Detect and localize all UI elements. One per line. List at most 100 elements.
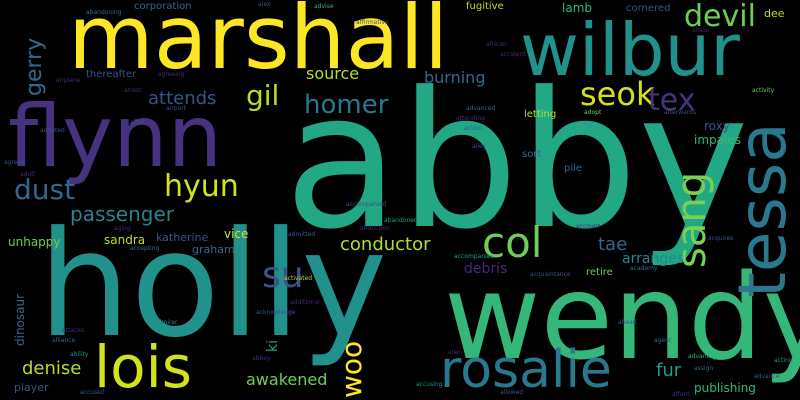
word-afterwards: afterwards	[664, 109, 697, 116]
word-account: account	[576, 223, 600, 230]
word-dee: dee	[764, 7, 785, 20]
word-retire: retire	[586, 267, 613, 278]
word-alley: alley	[472, 143, 487, 150]
word-player: player	[14, 381, 49, 394]
word-agreeing: agreeing	[158, 71, 185, 78]
word-adopt: adopt	[584, 109, 602, 116]
word-pile: pile	[564, 163, 583, 174]
word-tex: tex	[648, 83, 696, 118]
word-seok: seok	[580, 75, 655, 113]
word-accompanied: accompanied	[346, 201, 387, 208]
word-acquires: acquires	[708, 235, 734, 242]
word-wendy: wendy	[444, 248, 800, 386]
word-hyun: hyun	[164, 169, 239, 204]
word-ki: ki	[265, 340, 281, 352]
word-fur: fur	[656, 360, 682, 381]
word-lois: lois	[94, 333, 192, 400]
word-advanced: advanced	[466, 105, 496, 112]
word-woo: woo	[335, 340, 368, 398]
word-debris: debris	[464, 261, 508, 277]
word-conductor: conductor	[340, 234, 431, 255]
word-abbey: abbey	[252, 355, 271, 362]
word-airplane: airplane	[56, 77, 81, 84]
word-advise: advise	[314, 3, 334, 10]
word-cornered: cornered	[626, 3, 671, 14]
word-passenger: passenger	[70, 202, 174, 226]
word-acknowledge: acknowledge	[256, 309, 296, 316]
word-burning: burning	[424, 68, 486, 87]
word-marshall: marshall	[68, 0, 449, 89]
word-fugitive: fugitive	[466, 1, 504, 12]
word-accident: accident	[500, 51, 526, 58]
word-corporation: corporation	[134, 1, 192, 12]
word-advance: advance	[754, 373, 780, 380]
word-abduction: abduction	[360, 225, 390, 232]
word-arranges: arranges	[622, 251, 685, 267]
word-ahead: ahead	[618, 319, 637, 326]
word-accompanies: accompanies	[454, 253, 494, 260]
word-aiex: aiex	[258, 1, 271, 8]
word-alien: alien	[448, 349, 463, 356]
word-col: col	[482, 218, 543, 267]
word-flynn: flynn	[8, 87, 223, 187]
word-wilbur: wilbur	[520, 8, 740, 92]
word-denise: denise	[22, 358, 82, 379]
word-activity: activity	[752, 87, 775, 94]
word-allowed: allowed	[500, 389, 524, 396]
word-dust: dust	[14, 173, 76, 206]
word-attends: attends	[148, 88, 217, 109]
word-arrest: arrest	[124, 87, 142, 94]
word-adult: adult	[20, 171, 36, 178]
word-vice: vice	[224, 227, 249, 241]
word-unhappy: unhappy	[8, 235, 61, 249]
word-gil: gil	[246, 79, 280, 112]
word-publishing: publishing	[694, 381, 756, 395]
word-assign: assign	[694, 365, 714, 372]
word-abby: abby	[284, 52, 750, 271]
word-abandoning: abandoning	[86, 9, 122, 16]
word-affirmative: affirmative	[356, 19, 389, 26]
word-tessa: tessa	[724, 122, 800, 298]
word-gerry: gerry	[22, 37, 47, 96]
word-adopted: adopted	[40, 127, 65, 134]
word-rosalie: rosalie	[440, 340, 612, 400]
word-accusing: accusing	[416, 381, 443, 388]
word-homer: homer	[304, 90, 389, 120]
word-sandra: sandra	[104, 233, 146, 247]
word-tae: tae	[598, 234, 628, 255]
word-ability: ability	[70, 351, 89, 358]
word-activated: activated	[284, 275, 313, 282]
word-afford: afford	[672, 391, 690, 398]
word-airport: airport	[166, 105, 187, 112]
word-action: action	[464, 125, 483, 132]
word-source: source	[306, 64, 360, 83]
word-roxy: roxy	[704, 119, 730, 133]
word-acquaintance: acquaintance	[530, 271, 571, 278]
word-abandoned: abandoned	[384, 217, 418, 224]
word-additional: additional	[290, 299, 320, 306]
word-holly: holly	[38, 200, 388, 370]
word-devil: devil	[684, 0, 756, 34]
word-lamb: lamb	[562, 1, 592, 15]
word-impales: impales	[694, 133, 741, 147]
word-accepting: accepting	[130, 245, 160, 252]
word-academy: academy	[630, 265, 658, 272]
word-african: african	[486, 41, 507, 48]
word-awakened: awakened	[246, 370, 328, 389]
word-dinosaur: dinosaur	[13, 293, 27, 346]
word-agrees: agrees	[4, 159, 25, 166]
word-attacks: attacks	[62, 327, 84, 334]
word-su: su	[262, 255, 304, 296]
word-attending: attending	[456, 115, 485, 122]
word-katherine: katherine	[156, 231, 209, 244]
word-graham: graham	[192, 243, 235, 256]
word-acting: acting	[774, 357, 793, 364]
word-accused: accused	[80, 389, 105, 396]
word-thereafter: thereafter	[86, 69, 137, 80]
word-sort: sort	[522, 149, 542, 160]
word-agent: agent	[654, 337, 672, 344]
word-letting: letting	[524, 109, 557, 120]
word-affair: affair	[130, 119, 146, 126]
word-alison: alison	[692, 27, 710, 34]
